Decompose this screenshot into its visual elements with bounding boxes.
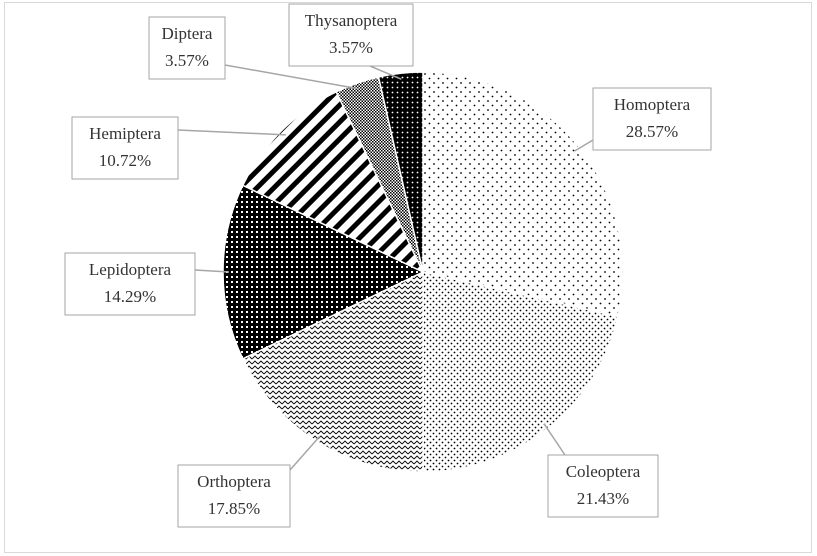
leader-line [224, 64, 360, 90]
label-box [592, 87, 712, 151]
category-label: Hemiptera [89, 124, 161, 143]
value-label: 14.29% [104, 287, 156, 306]
category-label: Coleoptera [566, 462, 641, 481]
label-box [64, 252, 196, 316]
leader-line [574, 139, 594, 152]
category-label: Orthoptera [197, 472, 271, 491]
pie-slice [241, 270, 424, 473]
label-box [71, 116, 179, 180]
label-box [177, 464, 291, 528]
leader-line [194, 269, 230, 273]
label-box [148, 16, 226, 80]
value-label: 3.57% [165, 51, 209, 70]
label-box [547, 454, 659, 518]
pie-slice [422, 71, 624, 318]
category-label: Thysanoptera [305, 11, 398, 30]
leader-line [177, 129, 286, 136]
value-label: 17.85% [208, 499, 260, 518]
leader-line [543, 423, 566, 456]
value-label: 10.72% [99, 151, 151, 170]
value-label: 21.43% [577, 489, 629, 508]
chart-border [4, 2, 812, 553]
category-label: Diptera [162, 24, 213, 43]
label-box [288, 3, 414, 67]
category-label: Lepidoptera [89, 260, 172, 279]
leader-line [369, 65, 402, 80]
pie-slice [241, 90, 425, 274]
value-label: 3.57% [329, 38, 373, 57]
leader-line [289, 435, 321, 471]
value-label: 28.57% [626, 122, 678, 141]
category-label: Homoptera [614, 95, 691, 114]
pie-slice [377, 71, 424, 273]
